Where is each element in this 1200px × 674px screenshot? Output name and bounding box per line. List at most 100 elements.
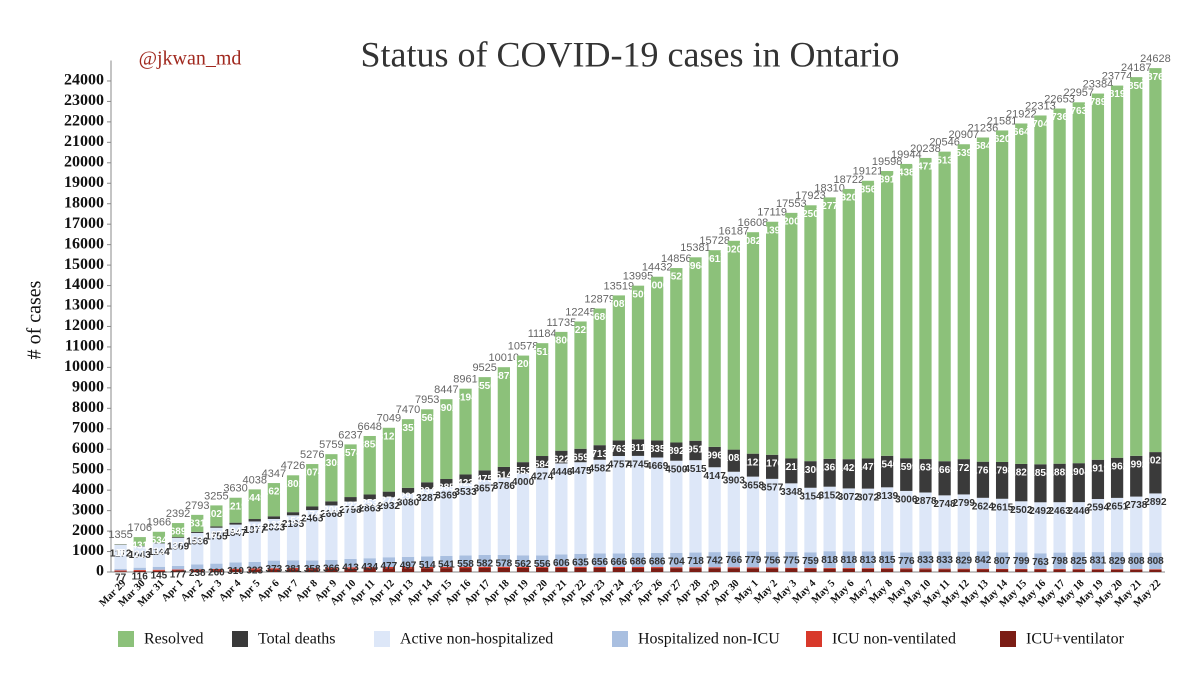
y-tick-label: 3000	[72, 501, 104, 518]
bar-segment	[957, 494, 970, 552]
value-label: 831	[1090, 556, 1107, 567]
bar-segment	[593, 566, 606, 568]
legend-swatch	[612, 631, 628, 647]
bar-segment	[1053, 463, 1066, 503]
bar-segment	[574, 462, 587, 554]
bar-segment	[248, 521, 261, 562]
value-label: 3121	[378, 431, 401, 442]
value-label: 4194	[454, 392, 477, 403]
value-label: 2594	[1087, 503, 1110, 514]
value-label: 177	[170, 570, 187, 581]
bar-segment	[766, 567, 779, 569]
bar-segment	[995, 568, 1009, 570]
value-label: 2502	[1010, 505, 1033, 516]
bar-segment	[823, 567, 836, 569]
bar-segment	[938, 495, 951, 552]
total-label: 17119	[757, 207, 787, 219]
value-label: 116	[132, 571, 149, 582]
bar-segment	[536, 567, 549, 572]
value-label: 3152	[819, 490, 842, 501]
value-label: 686	[630, 557, 647, 568]
bar-segment	[919, 551, 932, 569]
bar-segment	[1149, 493, 1162, 553]
total-label: 19598	[872, 156, 903, 168]
value-label: 291	[400, 491, 417, 502]
value-label: 77	[115, 572, 127, 583]
bar-segment	[286, 569, 300, 572]
bar-segment	[727, 567, 740, 569]
value-label: 10205	[720, 244, 748, 255]
value-label: 8000	[646, 280, 669, 291]
bar-segment	[459, 555, 472, 567]
value-label: 763	[1032, 557, 1049, 568]
bar-segment	[842, 459, 855, 489]
value-label: 475	[476, 474, 493, 485]
value-label: 578	[496, 559, 513, 570]
value-label: 756	[764, 556, 781, 567]
value-label: 3072	[838, 492, 861, 503]
legend-label: Total deaths	[258, 631, 336, 648]
bar-segment	[440, 555, 453, 567]
total-label: 16187	[719, 226, 750, 238]
total-label: 20238	[910, 143, 941, 155]
bar-segment	[823, 458, 836, 487]
value-label: 825	[1070, 556, 1087, 567]
value-label: 775	[783, 555, 800, 566]
y-tick-label: 20000	[64, 153, 104, 170]
value-label: 17047	[1027, 119, 1055, 130]
y-tick-label: 19000	[64, 174, 104, 191]
legend-label: Active non-hospitalized	[400, 631, 553, 648]
bar-segment	[536, 343, 549, 457]
bar-segment	[344, 497, 357, 502]
bar-segment	[229, 497, 242, 523]
bar-segment	[708, 467, 721, 553]
bar-segment	[746, 551, 760, 568]
bar-segment	[823, 568, 836, 572]
value-label: 153	[285, 516, 302, 527]
y-tick-label: 9000	[72, 379, 104, 396]
bar-segment	[229, 524, 242, 563]
total-label: 7953	[415, 394, 439, 406]
y-tick-label: 11000	[65, 338, 104, 355]
value-label: 413	[342, 562, 359, 573]
value-label: 18509	[1122, 81, 1150, 92]
bar-segment	[880, 551, 894, 569]
bar-segment	[1110, 457, 1124, 498]
value-label: 21	[134, 550, 146, 561]
value-label: 1176	[761, 458, 783, 469]
value-label: 1121	[742, 457, 764, 468]
value-label: 373	[266, 564, 283, 575]
value-label: 622	[553, 454, 570, 465]
value-label: 9612	[704, 254, 727, 265]
bar-segment	[306, 560, 319, 568]
bar-segment	[612, 295, 625, 441]
bar-segment	[497, 466, 510, 478]
bar-segment	[919, 568, 932, 570]
bar-segment	[861, 488, 875, 552]
bar-segment	[785, 483, 798, 552]
value-label: 3154	[799, 491, 822, 502]
bar-segment	[785, 212, 798, 459]
total-label: 18310	[814, 182, 845, 194]
bar-segment	[957, 459, 970, 495]
value-label: 12779	[816, 201, 844, 212]
bar-segment	[459, 388, 472, 475]
bar-segment	[842, 488, 855, 552]
value-label: 4446	[550, 467, 573, 478]
value-label: 2748	[933, 499, 956, 510]
value-label: 200	[323, 505, 340, 516]
legend-swatch	[374, 631, 390, 647]
value-label: 1755	[205, 531, 228, 542]
y-tick-label: 7000	[72, 419, 104, 436]
bar-segment	[1053, 108, 1066, 464]
value-label: 1540	[876, 459, 899, 470]
bar-segment	[248, 568, 261, 570]
bar-segment	[880, 171, 894, 456]
total-label: 23384	[1083, 78, 1114, 90]
bar-segment	[133, 570, 146, 571]
value-label: 3577	[761, 482, 784, 493]
bar-segment	[766, 221, 779, 455]
value-label: 8964	[684, 261, 707, 272]
bar-segment	[440, 479, 453, 487]
bar-segment	[785, 551, 798, 568]
